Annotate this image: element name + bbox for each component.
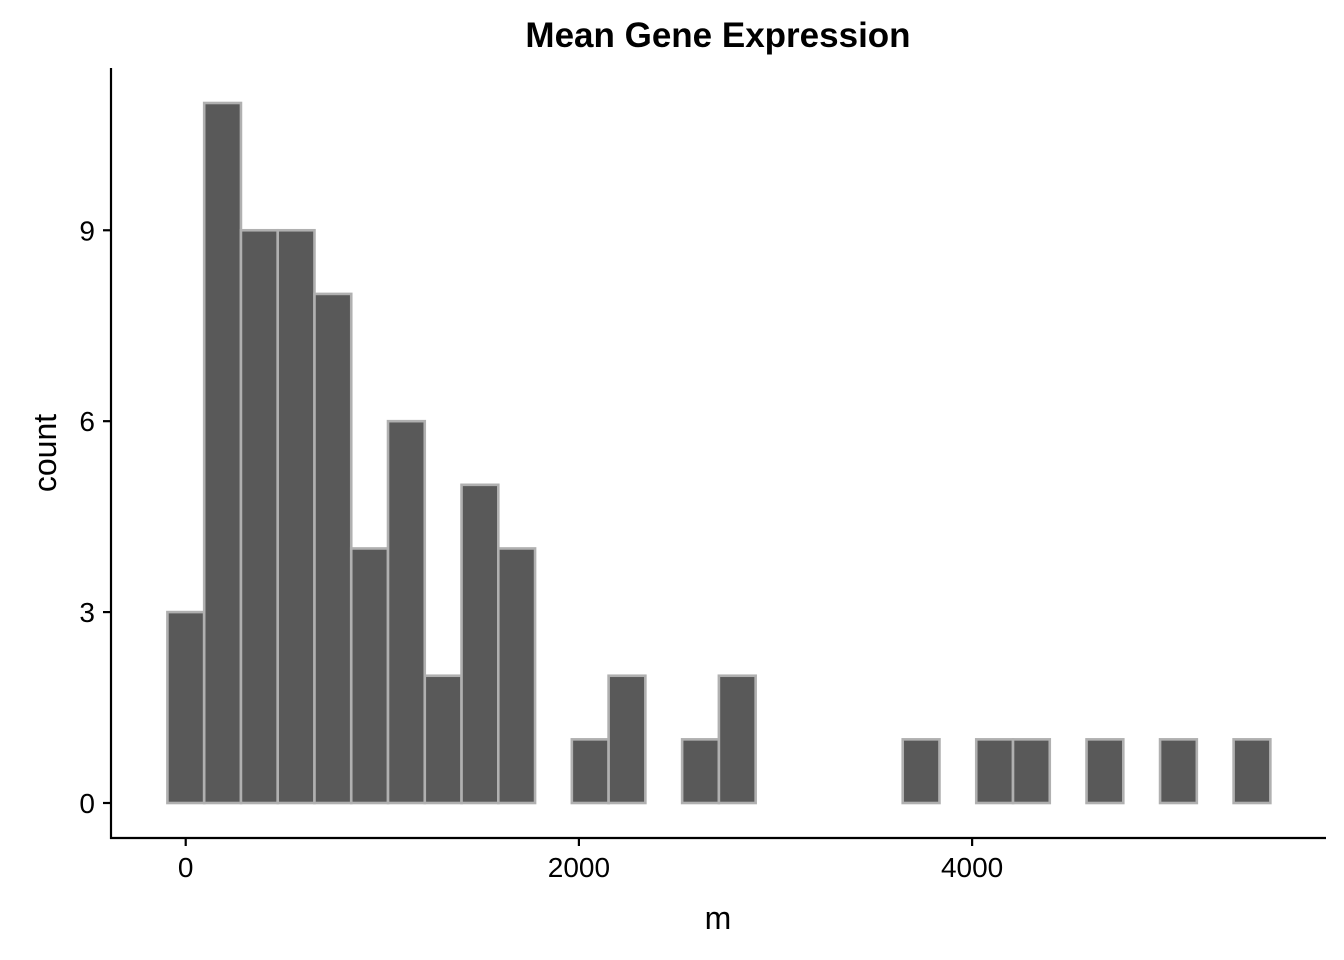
histogram-bar-5 — [313, 292, 353, 805]
histogram-bar-8 — [423, 674, 463, 805]
x-tick-label-2000: 2000 — [548, 852, 610, 883]
histogram-bar-4 — [276, 228, 316, 805]
y-tick-label-3: 3 — [79, 597, 95, 628]
x-axis-ticks: 0 2000 4000 — [178, 838, 1003, 883]
y-tick-label-6: 6 — [79, 406, 95, 437]
histogram-bar-26 — [1085, 738, 1125, 805]
y-axis-title: count — [27, 414, 63, 492]
histogram-bar-10 — [497, 547, 537, 805]
histogram-bar-28 — [1158, 738, 1199, 805]
histogram-bar-12 — [570, 738, 610, 805]
x-tick-label-4000: 4000 — [941, 852, 1003, 883]
bars-group — [166, 101, 1272, 805]
histogram-bar-15 — [680, 738, 721, 805]
histogram-bar-6 — [349, 547, 390, 805]
histogram-bar-2 — [202, 101, 243, 805]
histogram-bar-23 — [974, 738, 1015, 805]
histogram-bar-13 — [607, 674, 647, 805]
chart-title: Mean Gene Expression — [525, 16, 910, 55]
histogram-bar-30 — [1232, 738, 1272, 805]
histogram-bar-1 — [166, 610, 206, 805]
histogram-bar-9 — [460, 483, 500, 805]
histogram-bar-16 — [717, 674, 757, 805]
y-tick-label-0: 0 — [79, 788, 95, 819]
x-tick-label-0: 0 — [178, 852, 194, 883]
histogram-bar-3 — [239, 228, 280, 805]
x-axis-title: m — [705, 900, 732, 936]
histogram-bar-24 — [1011, 738, 1052, 805]
y-tick-label-9: 9 — [79, 215, 95, 246]
histogram-bar-7 — [386, 419, 427, 805]
y-axis-ticks: 0 3 6 9 — [79, 215, 111, 819]
histogram-bar-21 — [901, 738, 941, 805]
